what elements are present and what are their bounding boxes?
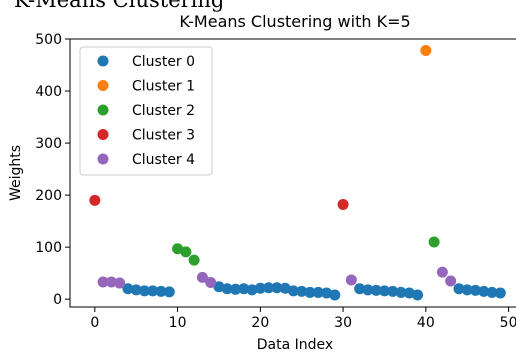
cluster-0-point [329,289,341,301]
cluster-2-point [180,246,192,258]
legend-marker-cluster-2 [97,104,109,116]
y-tick-label: 0 [53,292,62,308]
x-axis: 0 10 20 30 40 50 [90,307,516,331]
cluster-0-point [387,285,399,297]
cluster-0-point [147,285,159,297]
data-points [89,44,506,301]
cluster-0-point [130,284,142,296]
x-tick-label: 0 [90,315,99,331]
legend-marker-cluster-4 [97,153,109,165]
y-tick-label: 400 [35,84,62,100]
legend-label-cluster-0: Cluster 0 [132,54,195,70]
legend-label-cluster-2: Cluster 2 [132,103,195,119]
cluster-0-point [494,287,506,299]
cluster-0-point [163,286,175,298]
cluster-0-point [155,285,167,297]
cluster-0-point [238,283,250,295]
cluster-2-point [188,254,200,266]
cluster-4-point [345,274,357,286]
cluster-2-point [428,236,440,248]
cluster-0-point [213,281,225,293]
cluster-0-point [478,285,490,297]
plot-frame [69,38,516,308]
cluster-0-point [486,286,498,298]
legend-frame [79,46,213,176]
cluster-0-point [469,284,481,296]
x-tick-label: 30 [334,315,352,331]
cluster-0-point [354,283,366,295]
cluster-0-point [370,284,382,296]
legend-label-cluster-3: Cluster 3 [132,128,195,144]
cluster-1-point [420,44,432,56]
plot-area [69,38,516,308]
cluster-2-point [172,243,184,255]
cluster-4-point [445,275,457,287]
y-axis: 0 100 200 300 400 500 [35,32,70,308]
cluster-0-point [138,285,150,297]
cluster-0-point [461,284,473,296]
cluster-0-point [246,284,258,296]
cluster-0-point [321,287,333,299]
cluster-0-point [312,286,324,298]
cluster-4-point [436,266,448,278]
cluster-0-point [403,287,415,299]
y-tick-label: 300 [35,136,62,152]
cluster-4-point [114,277,126,289]
x-tick-label: 20 [251,315,269,331]
chart-title: K-Means Clustering with K=5 [179,12,410,31]
cluster-0-point [304,286,316,298]
legend-label-cluster-4: Cluster 4 [132,152,195,168]
legend-marker-cluster-3 [97,129,109,140]
legend-marker-cluster-1 [97,80,109,91]
cluster-0-point [412,289,424,301]
cluster-0-point [395,286,407,298]
cluster-0-point [221,283,233,295]
cluster-4-point [205,277,217,289]
cluster-0-point [230,283,242,295]
y-tick-label: 200 [35,188,62,204]
cluster-0-point [254,282,266,294]
x-tick-label: 40 [417,315,435,331]
cluster-4-point [105,276,117,288]
legend-label-cluster-1: Cluster 1 [132,79,195,95]
y-tick-label: 500 [35,32,62,48]
cluster-0-point [378,285,390,297]
clipped-heading: K-Means Clustering [14,0,225,12]
y-axis-label: Weights [8,145,24,201]
cluster-0-point [453,283,465,295]
x-tick-label: 50 [500,315,516,331]
cluster-0-point [296,285,308,297]
cluster-0-point [362,284,374,296]
cluster-3-point [337,198,349,210]
legend-marker-cluster-0 [97,55,109,67]
cluster-0-point [122,283,134,295]
legend: Cluster 0 Cluster 1 Cluster 2 Cluster 3 Clus… [79,46,213,176]
cluster-0-point [263,282,275,294]
cluster-4-point [196,271,208,283]
cluster-3-point [89,194,101,206]
x-axis-label: Data Index [257,337,333,352]
y-tick-label: 100 [35,240,62,256]
x-tick-label: 10 [169,315,187,331]
cluster-0-point [287,285,299,297]
cluster-0-point [279,282,291,294]
cluster-4-point [97,276,109,288]
cluster-0-point [271,282,283,294]
